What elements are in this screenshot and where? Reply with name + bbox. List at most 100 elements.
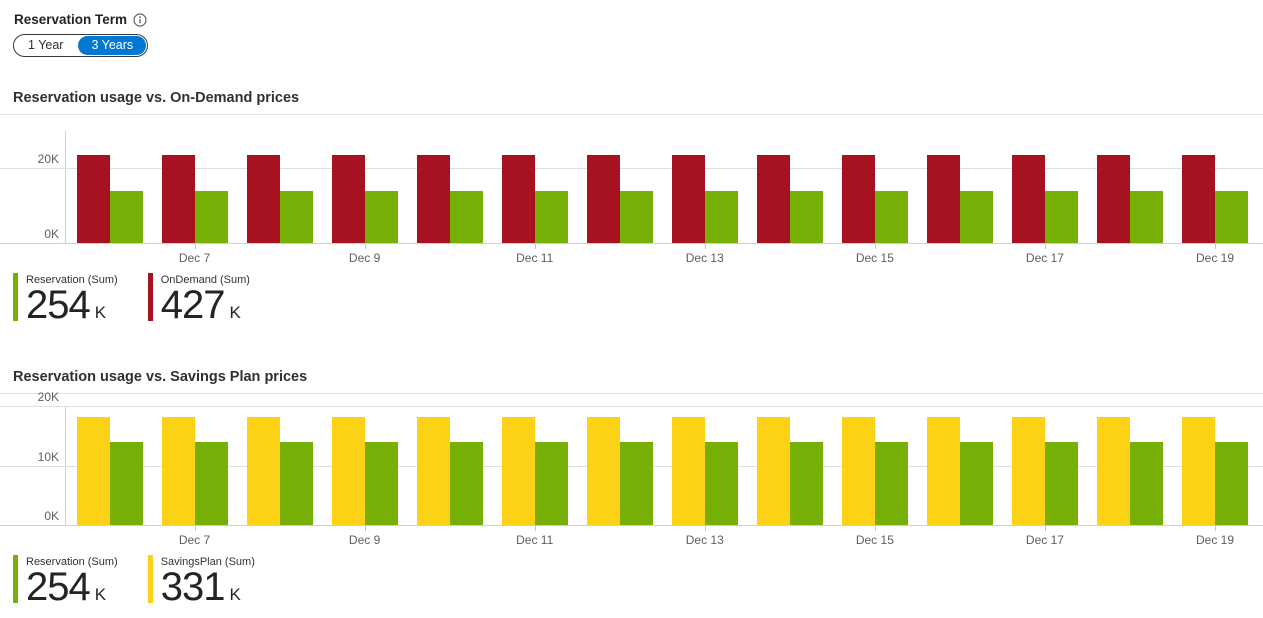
bar-ondemand-sum-dec-15[interactable] [841, 154, 875, 243]
bar-reservation-sum-dec-19[interactable] [1215, 442, 1249, 525]
bar-savingsplan-sum-dec-12[interactable] [586, 417, 620, 525]
bar-savingsplan-sum-dec-10[interactable] [416, 417, 450, 525]
legend-series-name: Reservation (Sum) [26, 274, 118, 286]
bar-reservation-sum-dec-6[interactable] [109, 442, 143, 525]
legend-total-value: 331 [160, 565, 226, 609]
x-axis-label-dec-9: Dec 9 [348, 533, 381, 547]
bar-savingsplan-sum-dec-14[interactable] [756, 417, 790, 525]
x-axis-label-dec-17: Dec 17 [1025, 251, 1064, 265]
y-axis-label-20k: 20K [37, 390, 59, 404]
x-axis-label-dec-7: Dec 7 [178, 533, 211, 547]
x-axis-label-dec-9: Dec 9 [348, 251, 381, 265]
legend-entry-reservation-sum: Reservation (Sum) 254 K [13, 273, 118, 327]
bar-reservation-sum-dec-16[interactable] [959, 442, 993, 525]
legend-total-value: 427 [160, 283, 226, 327]
bar-savingsplan-sum-dec-6[interactable] [76, 417, 110, 525]
legend-color-bar [13, 555, 18, 603]
x-axis-label-dec-15: Dec 15 [855, 533, 894, 547]
bar-reservation-sum-dec-11[interactable] [534, 442, 568, 525]
reservation-term-header: Reservation Term [14, 12, 1263, 27]
bar-ondemand-sum-dec-13[interactable] [671, 154, 705, 243]
legend-total-value: 254 [26, 283, 91, 327]
x-axis-label-dec-11: Dec 11 [516, 533, 554, 547]
bar-reservation-sum-dec-10[interactable] [449, 190, 483, 243]
legend-text: SavingsPlan (Sum) 331 K [161, 555, 255, 609]
legend-unit: K [229, 585, 241, 604]
bar-ondemand-sum-dec-14[interactable] [756, 154, 790, 243]
y-axis-label-0k: 0K [44, 509, 59, 523]
x-axis-tick-dec-11 [534, 243, 536, 249]
bar-ondemand-sum-dec-11[interactable] [501, 154, 535, 243]
bar-reservation-sum-dec-13[interactable] [704, 190, 738, 243]
x-axis-tick-dec-7 [194, 243, 196, 249]
x-axis-label-dec-19: Dec 19 [1196, 251, 1235, 265]
bar-reservation-sum-dec-8[interactable] [279, 442, 313, 525]
legend-unit: K [94, 585, 107, 604]
bar-reservation-sum-dec-8[interactable] [279, 190, 313, 243]
bar-savingsplan-sum-dec-17[interactable] [1011, 417, 1045, 525]
x-axis-tick-dec-9 [364, 243, 366, 249]
bar-ondemand-sum-dec-12[interactable] [586, 154, 620, 243]
bar-reservation-sum-dec-17[interactable] [1044, 190, 1078, 243]
bar-ondemand-sum-dec-19[interactable] [1182, 154, 1216, 243]
bar-reservation-sum-dec-9[interactable] [364, 442, 398, 525]
bar-ondemand-sum-dec-9[interactable] [331, 154, 365, 243]
legend-savingsplan: Reservation (Sum) 254 K SavingsPlan (Sum) 33… [13, 555, 1263, 609]
legend-series-name: SavingsPlan (Sum) [160, 556, 255, 568]
bar-ondemand-sum-dec-10[interactable] [416, 154, 450, 243]
legend-text: Reservation (Sum) 254 K [26, 273, 118, 327]
bar-reservation-sum-dec-12[interactable] [619, 190, 653, 243]
bar-savingsplan-sum-dec-15[interactable] [841, 417, 875, 525]
legend-color-bar [147, 555, 153, 603]
divider [0, 393, 1263, 394]
bar-reservation-sum-dec-14[interactable] [789, 442, 823, 525]
bar-savingsplan-sum-dec-9[interactable] [331, 417, 365, 525]
info-icon[interactable] [133, 12, 147, 27]
legend-ondemand: Reservation (Sum) 254 K OnDemand (Sum) 427 K [13, 273, 1263, 327]
reservation-term-label: Reservation Term [14, 12, 128, 27]
legend-unit: K [229, 303, 241, 322]
bar-reservation-sum-dec-16[interactable] [959, 190, 993, 243]
bar-savingsplan-sum-dec-11[interactable] [501, 417, 535, 525]
legend-unit: K [94, 303, 107, 322]
bar-ondemand-sum-dec-18[interactable] [1096, 154, 1130, 243]
bar-reservation-sum-dec-13[interactable] [704, 442, 738, 525]
bar-reservation-sum-dec-18[interactable] [1129, 190, 1163, 243]
toggle-option-3-years[interactable]: 3 Years [78, 36, 147, 55]
legend-value-row: 254 K [26, 283, 118, 327]
bar-reservation-sum-dec-12[interactable] [619, 442, 653, 525]
gridline-0k [0, 243, 1263, 244]
bar-reservation-sum-dec-6[interactable] [109, 190, 143, 243]
bar-reservation-sum-dec-17[interactable] [1044, 442, 1078, 525]
bar-ondemand-sum-dec-6[interactable] [76, 154, 110, 243]
bar-savingsplan-sum-dec-16[interactable] [926, 417, 960, 525]
legend-value-row: 427 K [161, 283, 250, 327]
bar-reservation-sum-dec-15[interactable] [874, 190, 908, 243]
y-axis-label-20k: 20K [37, 152, 59, 167]
bar-reservation-sum-dec-14[interactable] [789, 190, 823, 243]
bar-reservation-sum-dec-19[interactable] [1215, 190, 1249, 243]
legend-total-value: 254 [26, 565, 91, 609]
bar-ondemand-sum-dec-8[interactable] [246, 154, 280, 243]
bar-reservation-sum-dec-7[interactable] [194, 442, 228, 525]
bar-savingsplan-sum-dec-13[interactable] [671, 417, 705, 525]
bar-reservation-sum-dec-11[interactable] [534, 190, 568, 243]
bar-ondemand-sum-dec-16[interactable] [926, 154, 960, 243]
bar-reservation-sum-dec-9[interactable] [364, 190, 398, 243]
bar-reservation-sum-dec-7[interactable] [194, 190, 228, 243]
chart-title-savingsplan: Reservation usage vs. Savings Plan price… [13, 369, 308, 385]
bar-savingsplan-sum-dec-8[interactable] [246, 417, 280, 525]
bar-reservation-sum-dec-18[interactable] [1129, 442, 1163, 525]
legend-text: Reservation (Sum) 254 K [26, 555, 118, 609]
x-axis-tick-dec-7 [194, 525, 196, 531]
gridline-20k [0, 168, 1263, 170]
bar-reservation-sum-dec-15[interactable] [874, 442, 908, 525]
bar-savingsplan-sum-dec-19[interactable] [1182, 417, 1216, 525]
x-axis-tick-dec-15 [874, 525, 876, 531]
bar-reservation-sum-dec-10[interactable] [449, 442, 483, 525]
bar-ondemand-sum-dec-17[interactable] [1011, 154, 1045, 243]
bar-savingsplan-sum-dec-7[interactable] [161, 417, 195, 525]
bar-ondemand-sum-dec-7[interactable] [161, 154, 195, 243]
toggle-option-1-year[interactable]: 1 Year [15, 36, 76, 55]
bar-savingsplan-sum-dec-18[interactable] [1096, 417, 1130, 525]
